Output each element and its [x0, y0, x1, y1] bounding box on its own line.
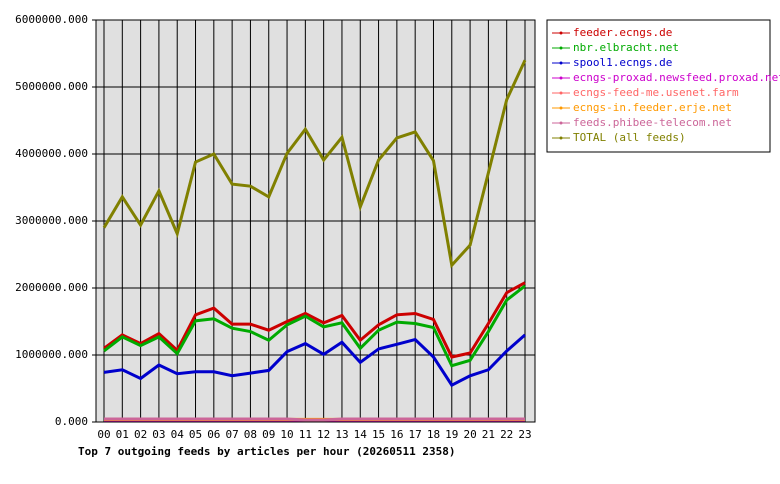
x-tick-label: 23 [518, 428, 531, 441]
legend-marker [559, 121, 563, 125]
x-tick-label: 02 [134, 428, 147, 441]
legend-label: nbr.elbracht.net [573, 41, 679, 54]
legend-label: feeder.ecngs.de [573, 26, 672, 39]
series-line [103, 281, 526, 359]
legend-label: spool1.ecngs.de [573, 56, 672, 69]
series-line [103, 333, 526, 388]
x-tick-label: 21 [482, 428, 495, 441]
x-tick-label: 13 [335, 428, 348, 441]
x-tick-label: 05 [189, 428, 202, 441]
y-tick-label: 3000000.000 [15, 214, 88, 227]
x-tick-label: 17 [409, 428, 422, 441]
legend-marker [559, 106, 563, 110]
x-tick-label: 19 [445, 428, 458, 441]
y-tick-label: 4000000.000 [15, 147, 88, 160]
legend-marker [559, 76, 563, 80]
legend-label: ecngs-proxad.newsfeed.proxad.net [573, 71, 780, 84]
legend-box [546, 19, 771, 153]
x-tick-label: 15 [372, 428, 385, 441]
y-tick-label: 1000000.000 [15, 348, 88, 361]
legend-marker [559, 61, 563, 65]
series-line [104, 417, 525, 422]
x-tick-label: 22 [500, 428, 513, 441]
x-tick-label: 09 [262, 428, 275, 441]
x-tick-label: 06 [207, 428, 220, 441]
x-tick-label: 01 [116, 428, 129, 441]
series-line [102, 59, 527, 269]
x-tick-label: 10 [280, 428, 293, 441]
legend-label: feeds.phibee-telecom.net [573, 116, 732, 129]
y-tick-label: 2000000.000 [15, 281, 88, 294]
legend-marker [559, 91, 563, 95]
x-tick-label: 14 [354, 428, 368, 441]
legend-marker [559, 136, 563, 140]
x-tick-label: 08 [244, 428, 257, 441]
x-tick-label: 12 [317, 428, 330, 441]
legend-marker [559, 46, 563, 50]
y-tick-label: 0.000 [55, 415, 88, 428]
legend-marker [559, 31, 563, 35]
series-line [103, 284, 526, 368]
x-tick-label: 04 [171, 428, 185, 441]
x-tick-label: 07 [226, 428, 239, 441]
y-tick-label: 6000000.000 [15, 13, 88, 26]
x-tick-label: 00 [97, 428, 110, 441]
legend-label: ecngs-feed-me.usenet.farm [573, 86, 739, 99]
x-tick-label: 18 [427, 428, 440, 441]
legend-label: TOTAL (all feeds) [573, 131, 686, 144]
legend-label: ecngs-in.feeder.erje.net [573, 101, 732, 114]
x-tick-label: 11 [299, 428, 312, 441]
x-tick-label: 03 [152, 428, 165, 441]
x-tick-label: 20 [463, 428, 476, 441]
y-tick-label: 5000000.000 [15, 80, 88, 93]
chart-title: Top 7 outgoing feeds by articles per hou… [78, 445, 456, 458]
x-tick-label: 16 [390, 428, 403, 441]
